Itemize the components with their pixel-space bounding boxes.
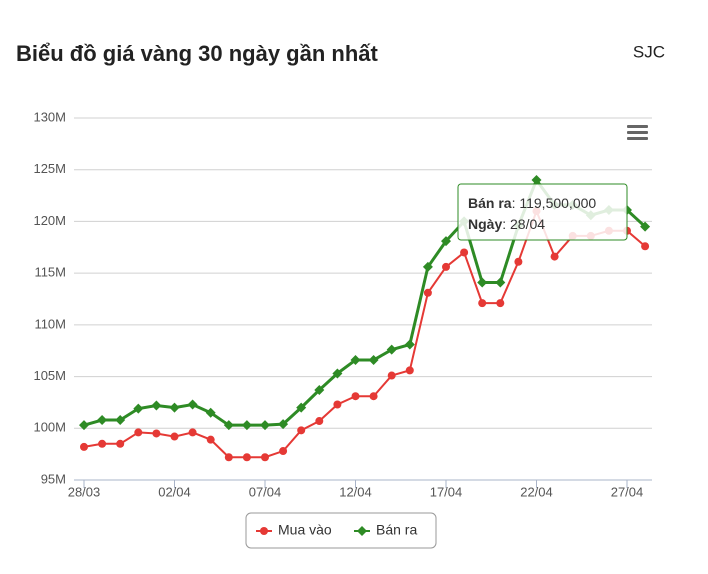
point-marker	[187, 399, 198, 410]
x-tick-label: 27/04	[611, 484, 644, 499]
y-tick-label: 105M	[33, 368, 66, 383]
point-marker	[223, 420, 234, 431]
point-marker	[98, 439, 107, 448]
x-tick-label: 28/03	[68, 484, 101, 499]
menu-bar	[627, 137, 648, 140]
point-marker	[386, 344, 397, 355]
point-marker	[514, 257, 523, 266]
point-marker	[332, 368, 343, 379]
point-marker	[188, 428, 197, 437]
point-marker	[477, 277, 488, 288]
point-marker	[206, 435, 215, 444]
point-marker	[460, 248, 469, 257]
point-marker	[278, 419, 289, 430]
y-tick-label: 120M	[33, 213, 66, 228]
point-marker	[79, 420, 89, 431]
point-marker	[169, 402, 180, 413]
point-marker	[495, 277, 506, 288]
point-marker	[422, 261, 433, 272]
point-marker	[442, 262, 450, 271]
point-marker	[315, 417, 324, 426]
point-marker	[333, 400, 342, 409]
menu-button[interactable]	[624, 121, 650, 145]
point-marker	[640, 221, 651, 232]
tooltip-box	[457, 183, 628, 241]
point-marker	[134, 428, 143, 437]
point-marker	[152, 429, 161, 438]
point-marker	[441, 236, 451, 247]
legend-item[interactable]: Bán ra	[354, 522, 417, 538]
point-marker	[368, 355, 379, 366]
point-marker	[170, 432, 179, 441]
point-marker	[550, 252, 559, 261]
point-marker	[531, 175, 542, 186]
series-line	[83, 208, 646, 459]
point-marker	[405, 366, 414, 375]
tooltip-value: 119,500,000	[519, 195, 596, 211]
point-marker	[496, 299, 505, 308]
point-marker	[296, 402, 307, 413]
point-marker	[369, 392, 378, 401]
x-tick-label: 22/04	[520, 484, 553, 499]
x-tick-label: 07/04	[249, 484, 282, 499]
point-marker	[224, 453, 233, 462]
y-tick-label: 115M	[34, 265, 66, 280]
point-marker	[241, 420, 252, 431]
tooltip-line: Bán ra: 119,500,000	[468, 195, 596, 211]
y-tick-label: 125M	[33, 161, 66, 176]
point-marker	[261, 453, 269, 462]
point-marker	[350, 355, 361, 366]
point-marker	[242, 453, 251, 462]
tooltip-date-label: Ngày	[468, 216, 502, 232]
point-marker	[387, 371, 396, 380]
legend[interactable]: Mua vào Bán ra	[245, 512, 437, 549]
tooltip-series: Bán ra	[468, 195, 512, 211]
legend-item[interactable]: Mua vào	[256, 522, 332, 538]
tooltip-sep: :	[502, 216, 510, 232]
point-marker	[115, 415, 126, 426]
y-tick-label: 130M	[33, 109, 66, 124]
point-marker	[133, 403, 144, 414]
y-tick-label: 100M	[33, 420, 66, 435]
legend-box[interactable]	[245, 512, 437, 549]
point-marker	[97, 415, 108, 426]
menu-bar	[627, 131, 648, 134]
point-marker	[351, 392, 360, 401]
point-marker	[641, 242, 650, 251]
tooltip-sep: :	[512, 195, 520, 211]
point-marker	[423, 288, 432, 297]
tooltip-date: 28/04	[510, 216, 545, 232]
point-marker	[297, 426, 306, 435]
legend-swatch	[357, 526, 367, 536]
x-tick-label: 17/04	[430, 484, 463, 499]
legend-swatch	[260, 527, 268, 535]
point-marker	[279, 447, 288, 456]
point-marker	[404, 339, 415, 350]
point-marker	[314, 385, 325, 396]
x-tick-label: 02/04	[158, 484, 191, 499]
menu-bar	[627, 125, 648, 128]
y-tick-label: 95M	[41, 471, 66, 486]
point-marker	[116, 439, 125, 448]
chart-title: Biểu đồ giá vàng 30 ngày gần nhất	[16, 41, 379, 66]
tooltip: Bán ra: 119,500,000 Ngày: 28/04	[457, 183, 628, 241]
tooltip-line: Ngày: 28/04	[468, 216, 545, 232]
point-marker	[478, 299, 487, 308]
y-tick-label: 110M	[34, 316, 66, 331]
x-tick-label: 12/04	[339, 484, 372, 499]
legend-label[interactable]: Bán ra	[376, 522, 417, 538]
point-marker	[205, 407, 216, 418]
legend-label[interactable]: Mua vào	[278, 522, 332, 538]
point-marker	[151, 400, 162, 411]
point-marker	[80, 442, 88, 451]
point-marker	[260, 420, 270, 431]
chart-subtitle: SJC	[633, 42, 665, 61]
